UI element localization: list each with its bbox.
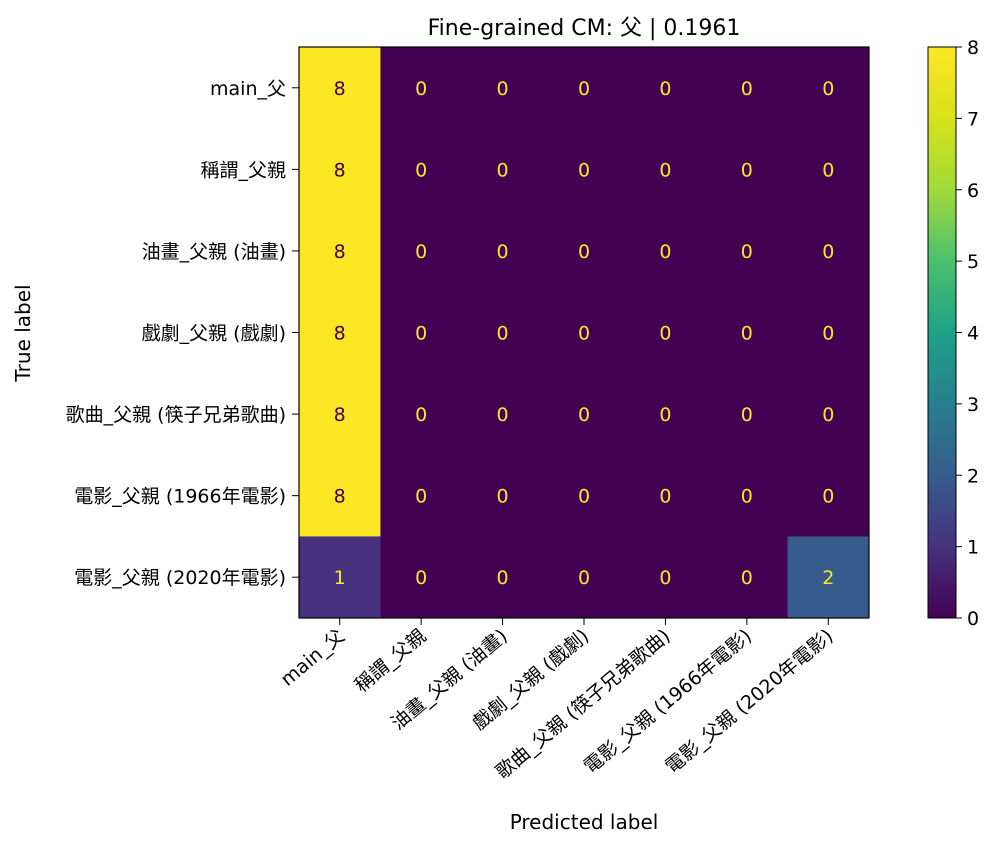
cell-value-label: 0 xyxy=(659,78,671,100)
y-tick-label: 電影_父親 (1966年電影) xyxy=(74,486,286,508)
cell-value-label: 2 xyxy=(822,567,834,589)
y-tick-label: 歌曲_父親 (筷子兄弟歌曲) xyxy=(66,404,286,426)
cell-value-label: 0 xyxy=(659,241,671,263)
cell-value-label: 0 xyxy=(741,404,753,426)
colorbar-tick-label: 0 xyxy=(967,608,979,630)
cell-value-label: 0 xyxy=(415,567,427,589)
y-tick-label: 電影_父親 (2020年電影) xyxy=(74,567,286,589)
cell-value-label: 0 xyxy=(578,486,590,508)
y-axis-label: True label xyxy=(11,284,35,382)
colorbar-ticks: 0 1 2 3 4 5 6 7 8 xyxy=(956,37,979,630)
colorbar-tick-label: 7 xyxy=(967,108,979,130)
cell-value-label: 0 xyxy=(415,323,427,345)
cell-value-label: 1 xyxy=(334,567,346,589)
colorbar-tick-label: 5 xyxy=(967,251,979,273)
cell-value-label: 0 xyxy=(578,78,590,100)
cell-value-label: 0 xyxy=(822,159,834,181)
cell-value-label: 0 xyxy=(497,78,509,100)
cell-value-label: 0 xyxy=(659,486,671,508)
x-axis-label: Predicted label xyxy=(510,810,659,834)
cell-value-label: 0 xyxy=(741,78,753,100)
y-tick-label: 戲劇_父親 (戲劇) xyxy=(142,323,286,345)
cell-value-label: 0 xyxy=(741,241,753,263)
cell-value-label: 0 xyxy=(415,486,427,508)
colorbar-tick-label: 2 xyxy=(967,465,979,487)
cell-value-label: 0 xyxy=(497,486,509,508)
cell-value-label: 8 xyxy=(334,159,346,181)
colorbar-tick-label: 6 xyxy=(967,180,979,202)
cell-value-label: 8 xyxy=(334,241,346,263)
cell-value-label: 8 xyxy=(334,78,346,100)
colorbar-tick-label: 1 xyxy=(967,537,979,559)
x-tick-label: 稱謂_父親 xyxy=(351,625,431,697)
y-axis-ticks: main_父稱謂_父親油畫_父親 (油畫) 戲劇_父親 (戲劇) 歌曲_父親 (筷子… xyxy=(66,78,299,589)
cell-value-label: 0 xyxy=(741,159,753,181)
cell-value-label: 0 xyxy=(822,486,834,508)
colorbar-tick-label: 3 xyxy=(967,394,979,416)
cell-value-label: 0 xyxy=(497,404,509,426)
cell-value-label: 0 xyxy=(415,78,427,100)
cell-value-label: 0 xyxy=(497,567,509,589)
cell-value-label: 0 xyxy=(497,241,509,263)
colorbar xyxy=(928,47,956,618)
cell-value-label: 0 xyxy=(741,323,753,345)
cell-value-label: 0 xyxy=(578,323,590,345)
x-tick-label: 電影_父親 (2020年電影) xyxy=(661,625,837,778)
cell-value-label: 0 xyxy=(578,567,590,589)
cell-value-label: 0 xyxy=(822,323,834,345)
cell-value-label: 0 xyxy=(415,241,427,263)
cell-value-label: 0 xyxy=(497,159,509,181)
cell-value-label: 0 xyxy=(578,404,590,426)
cell-value-label: 0 xyxy=(578,241,590,263)
x-tick-label: main_父 xyxy=(277,625,349,691)
cell-value-label: 8 xyxy=(334,323,346,345)
cell-value-label: 8 xyxy=(334,486,346,508)
cell-value-label: 0 xyxy=(578,159,590,181)
cell-value-label: 0 xyxy=(741,486,753,508)
cell-value-label: 0 xyxy=(741,567,753,589)
cell-value-label: 0 xyxy=(822,78,834,100)
colorbar-tick-label: 4 xyxy=(967,323,979,345)
cell-value-label: 0 xyxy=(659,323,671,345)
cell-value-label: 0 xyxy=(497,323,509,345)
y-tick-label: 稱謂_父親 xyxy=(200,159,286,181)
cell-value-label: 0 xyxy=(415,404,427,426)
cell-value-label: 0 xyxy=(822,241,834,263)
cell-value-label: 8 xyxy=(334,404,346,426)
cell-value-label: 0 xyxy=(659,404,671,426)
y-tick-label: main_父 xyxy=(210,78,286,100)
cell-value-label: 0 xyxy=(659,159,671,181)
cell-value-label: 0 xyxy=(659,567,671,589)
cell-value-label: 0 xyxy=(822,404,834,426)
cell-value-label: 0 xyxy=(415,159,427,181)
y-tick-label: 油畫_父親 (油畫) xyxy=(142,241,286,263)
chart-title: Fine-grained CM: 父 | 0.1961 xyxy=(428,16,741,41)
colorbar-tick-label: 8 xyxy=(967,37,979,59)
